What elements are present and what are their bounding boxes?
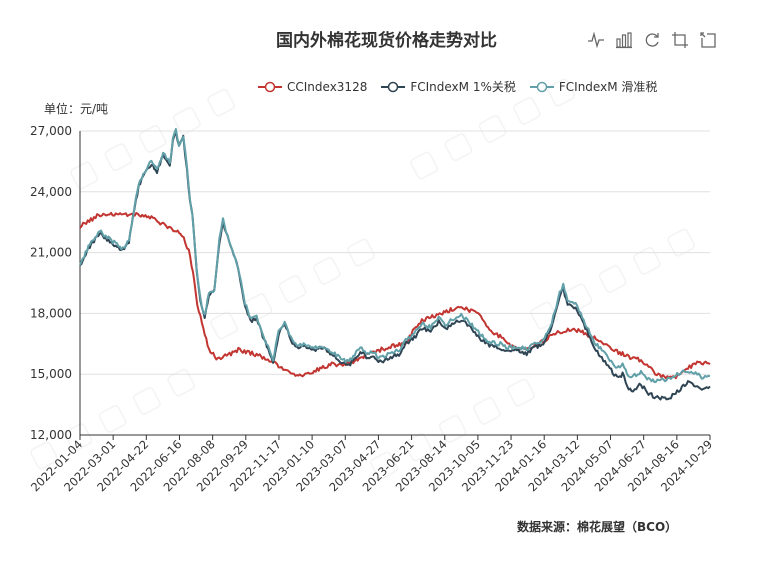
y-tick-label: 27,000 <box>30 124 72 138</box>
legend-item-fcindex-sliding[interactable]: FCIndexM 滑准税 <box>529 78 658 95</box>
crop-icon[interactable] <box>670 30 690 50</box>
chart-title: 国内外棉花现货价格走势对比 <box>276 31 497 51</box>
legend-marker-icon <box>381 81 406 92</box>
data-source: 数据来源：棉花展望（BCO） <box>517 520 678 534</box>
series-line <box>79 128 711 384</box>
series-line <box>79 131 711 401</box>
y-tick-label: 18,000 <box>30 306 72 320</box>
y-tick-label: 24,000 <box>30 185 72 199</box>
bar-chart-icon[interactable] <box>614 30 634 50</box>
series-line <box>79 211 711 380</box>
zoom-back-icon[interactable] <box>698 30 718 50</box>
unit-label: 单位：元/吨 <box>44 102 109 116</box>
restore-icon[interactable] <box>642 30 662 50</box>
y-tick-label: 15,000 <box>30 367 72 381</box>
legend-label: FCIndexM 1%关税 <box>410 80 516 94</box>
line-chart-icon[interactable] <box>586 30 606 50</box>
legend-marker-icon <box>529 81 554 92</box>
toolbox <box>586 30 718 50</box>
legend-item-fcindex-1pct[interactable]: FCIndexM 1%关税 <box>381 78 516 95</box>
legend-item-ccindex[interactable]: CCIndex3128 <box>258 78 367 95</box>
legend: CCIndex3128 FCIndexM 1%关税 FCIndexM 滑准税 <box>258 78 657 95</box>
legend-marker-icon <box>258 81 282 92</box>
legend-label: CCIndex3128 <box>287 79 368 94</box>
y-tick-label: 12,000 <box>30 428 72 442</box>
legend-label: FCIndexM 滑准税 <box>558 80 658 94</box>
y-tick-label: 21,000 <box>30 246 72 260</box>
